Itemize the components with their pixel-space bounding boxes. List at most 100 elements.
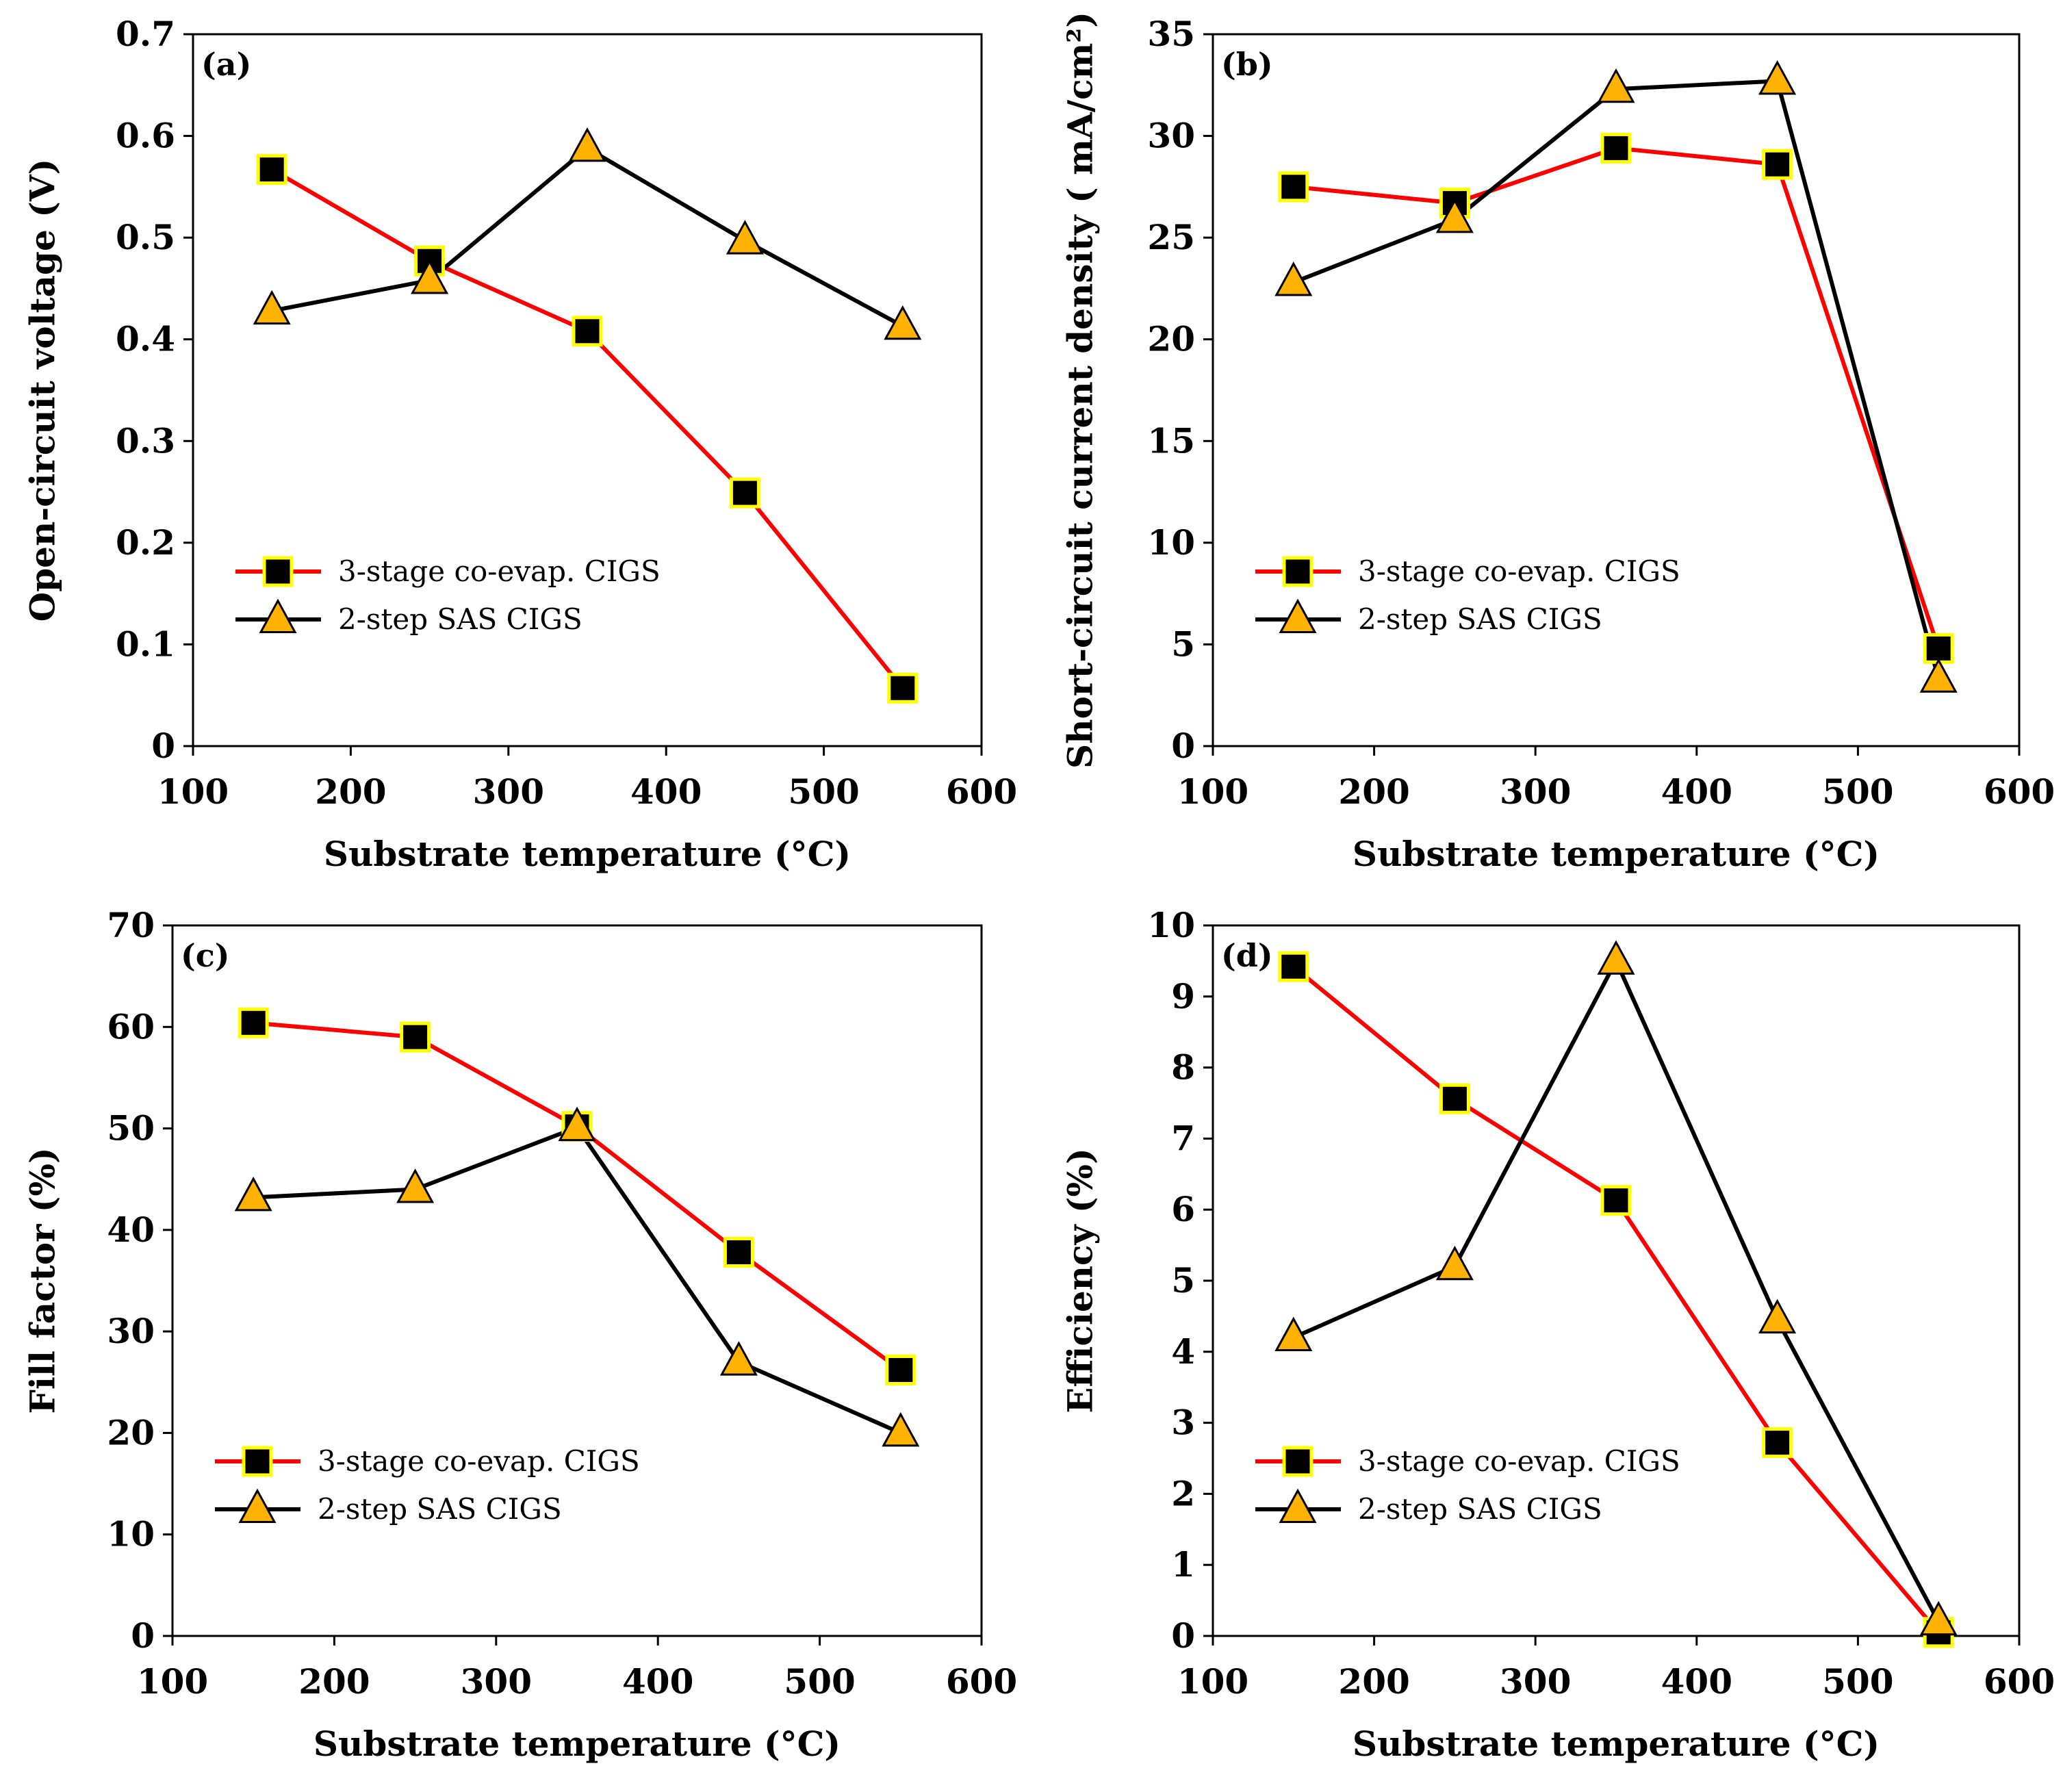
data-point-sas xyxy=(568,127,606,162)
y-tick-label: 40 xyxy=(107,1209,155,1250)
data-point-sas xyxy=(1435,198,1474,233)
x-tick-label: 400 xyxy=(1661,771,1732,812)
y-tick-label: 0.6 xyxy=(116,116,175,156)
data-point-co-evap xyxy=(1278,951,1309,982)
x-tick-label: 200 xyxy=(315,771,386,812)
legend-marker-square xyxy=(262,556,294,587)
data-point-co-evap xyxy=(572,316,603,347)
legend-label: 3-stage co-evap. CIGS xyxy=(338,554,661,588)
y-tick-label: 2 xyxy=(1171,1473,1195,1513)
y-axis-title: Efficiency (%) xyxy=(1060,1148,1101,1413)
data-point-co-evap xyxy=(400,1021,431,1053)
x-tick-label: 200 xyxy=(1338,771,1409,812)
legend-label: 2-step SAS CIGS xyxy=(338,602,582,636)
legend-marker-triangle xyxy=(1279,1488,1317,1523)
y-tick-label: 10 xyxy=(107,1514,155,1554)
data-point-co-evap xyxy=(887,672,919,704)
y-tick-label: 0.5 xyxy=(116,217,175,257)
y-tick-label: 0.2 xyxy=(116,522,175,563)
x-tick-label: 500 xyxy=(788,771,859,812)
legend-marker-triangle xyxy=(259,598,297,633)
data-point-co-evap xyxy=(1762,149,1793,180)
chart-panel-c: 0 10 20 30 40 50 60 70 100 200 300 400 500 600 Substra… xyxy=(23,905,1018,1764)
data-point-sas xyxy=(558,1106,596,1142)
data-point-sas xyxy=(1597,68,1635,103)
y-tick-label: 60 xyxy=(107,1006,155,1047)
x-tick-label: 600 xyxy=(946,1661,1017,1702)
x-tick-label: 500 xyxy=(1822,771,1893,812)
data-point-sas xyxy=(884,305,922,340)
data-point-co-evap xyxy=(1600,1185,1632,1216)
y-tick-label: 35 xyxy=(1147,14,1195,54)
data-point-co-evap xyxy=(1600,132,1632,164)
legend-marker-square xyxy=(1282,1446,1314,1477)
x-tick-label: 500 xyxy=(1822,1661,1893,1702)
data-point-sas xyxy=(1919,658,1958,693)
data-point-co-evap xyxy=(238,1007,269,1038)
x-tick-label: 300 xyxy=(461,1661,532,1702)
series-line-sas xyxy=(1292,79,1941,680)
y-axis-title: Fill factor (%) xyxy=(23,1147,63,1413)
data-point-sas xyxy=(1919,1600,1958,1636)
y-tick-label: 5 xyxy=(1171,624,1195,664)
data-point-sas xyxy=(253,290,291,325)
y-tick-label: 10 xyxy=(1147,905,1195,945)
x-tick-label: 100 xyxy=(1177,1661,1248,1702)
x-tick-label: 400 xyxy=(1661,1661,1732,1702)
series-line-sas xyxy=(253,1125,902,1435)
y-tick-label: 20 xyxy=(107,1412,155,1452)
data-point-sas xyxy=(726,220,764,255)
data-point-co-evap xyxy=(729,477,760,509)
y-tick-label: 20 xyxy=(1147,319,1195,359)
y-tick-label: 7 xyxy=(1171,1118,1195,1158)
x-tick-label: 200 xyxy=(1338,1661,1409,1702)
plot-frame xyxy=(192,33,983,747)
y-tick-label: 0 xyxy=(1171,726,1195,766)
legend-label: 2-step SAS CIGS xyxy=(1358,602,1602,636)
chart-panel-a: 0 0.1 0.2 0.3 0.4 0.5 0.6 0.7 100 200 300 400 500 600… xyxy=(23,14,1018,874)
x-tick-label: 100 xyxy=(157,771,229,812)
legend-label: 2-step SAS CIGS xyxy=(318,1492,562,1526)
data-point-sas xyxy=(234,1176,272,1212)
x-tick-label: 600 xyxy=(1984,1661,2055,1702)
x-tick-label: 300 xyxy=(473,771,544,812)
y-tick-label: 6 xyxy=(1171,1189,1195,1229)
data-point-sas xyxy=(1274,261,1313,296)
chart-panel-b: 0 5 10 15 20 25 30 35 100 200 300 400 500 600 Substrat… xyxy=(1060,12,2055,874)
y-tick-label: 8 xyxy=(1171,1047,1195,1088)
series-line-co-evap xyxy=(1292,964,1940,1634)
y-axis-title: Open-circuit voltage (V) xyxy=(23,159,63,622)
data-point-sas xyxy=(1758,60,1797,95)
y-tick-label: 0 xyxy=(151,726,175,766)
y-tick-label: 0.1 xyxy=(116,624,175,664)
x-axis-title: Substrate temperature (°C) xyxy=(1353,834,1880,874)
data-point-co-evap xyxy=(256,154,287,185)
panel-label: (a) xyxy=(201,46,251,83)
legend-marker-square xyxy=(1282,556,1314,587)
data-point-sas xyxy=(1274,1316,1313,1352)
x-tick-label: 600 xyxy=(946,771,1017,812)
plot-frame xyxy=(171,924,983,1637)
legend-marker-square xyxy=(242,1446,273,1477)
data-point-co-evap xyxy=(885,1354,917,1385)
data-point-co-evap xyxy=(1762,1427,1793,1459)
y-tick-label: 50 xyxy=(107,1108,155,1149)
x-tick-label: 100 xyxy=(137,1661,208,1702)
y-tick-label: 70 xyxy=(107,905,155,945)
legend-marker-triangle xyxy=(1279,598,1317,633)
x-tick-label: 200 xyxy=(298,1661,370,1702)
y-tick-label: 30 xyxy=(107,1311,155,1351)
y-tick-label: 0.4 xyxy=(116,319,175,359)
data-point-sas xyxy=(719,1341,758,1376)
panel-label: (b) xyxy=(1221,46,1273,83)
y-tick-label: 9 xyxy=(1171,976,1195,1016)
y-axis-title: Short-circuit current density ( mA/cm²) xyxy=(1060,12,1101,769)
data-point-sas xyxy=(1597,940,1635,975)
data-point-co-evap xyxy=(1923,632,1954,664)
legend-marker-triangle xyxy=(238,1488,277,1523)
x-tick-label: 400 xyxy=(630,771,702,812)
x-tick-label: 100 xyxy=(1177,771,1248,812)
y-tick-label: 3 xyxy=(1171,1403,1195,1443)
x-axis-title: Substrate temperature (°C) xyxy=(1353,1724,1880,1764)
legend-label: 2-step SAS CIGS xyxy=(1358,1492,1602,1526)
